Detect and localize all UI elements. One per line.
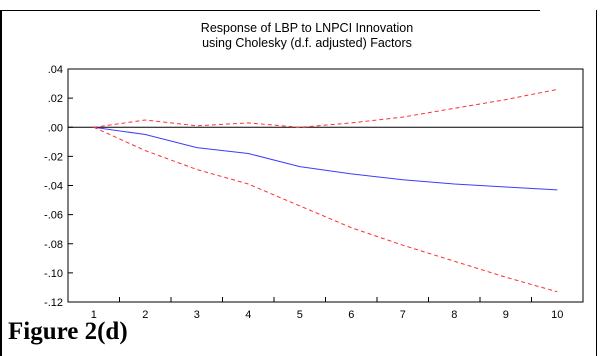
right-border-rule (596, 10, 597, 356)
top-border-rule (0, 10, 540, 11)
y-tick-label: .04 (48, 64, 63, 76)
x-tick-label: 8 (451, 309, 457, 321)
plot-frame (67, 68, 584, 303)
y-tick-label: -.06 (44, 210, 63, 222)
x-tick-label: 7 (400, 309, 406, 321)
x-tick-label: 3 (194, 309, 200, 321)
x-tick-label: 10 (551, 309, 563, 321)
series-layer (93, 88, 558, 293)
y-tick-label: -.12 (44, 297, 63, 309)
y-tick-label: -.04 (44, 181, 63, 193)
x-tick-label: 1 (91, 309, 97, 321)
y-tick-label: .00 (48, 122, 63, 134)
x-axis: 1 2 3 4 5 6 7 8 9 10 (67, 297, 584, 321)
x-tick-label: 5 (297, 309, 303, 321)
y-tick-label: -.08 (44, 239, 63, 251)
y-tick-label: -.02 (44, 151, 63, 163)
chart-title: Response of LBP to LNPCI Innovation (201, 21, 413, 35)
chart-subtitle: using Cholesky (d.f. adjusted) Factors (202, 36, 412, 50)
left-border-rule (0, 10, 2, 356)
y-tick-label: .02 (48, 93, 63, 105)
x-tick-label: 6 (348, 309, 354, 321)
series-line-response (93, 126, 558, 191)
y-axis: .04 .02 .00 -.02 -.04 -.06 -.08 -.10 -.12 (44, 64, 73, 309)
figure-caption: Figure 2(d) (8, 318, 128, 345)
y-tick-label: -.10 (44, 268, 63, 280)
series-line-upper-band (93, 88, 558, 128)
series-line-lower-band (93, 126, 558, 293)
x-tick-label: 9 (503, 309, 509, 321)
x-tick-label: 4 (245, 309, 251, 321)
x-tick-label: 2 (142, 309, 148, 321)
